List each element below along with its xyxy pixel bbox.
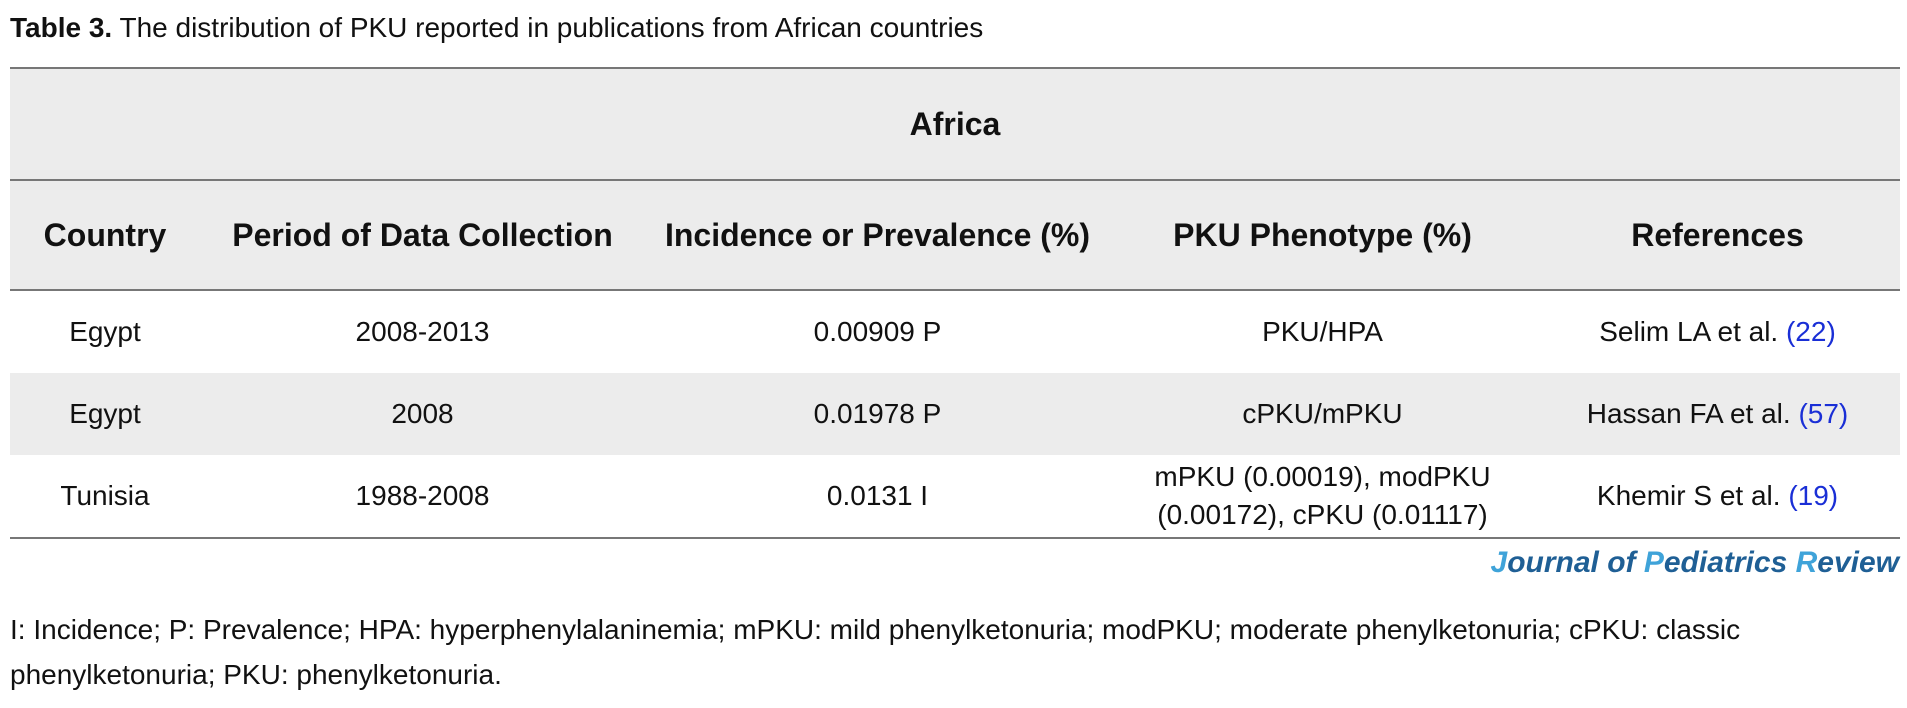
journal-logo: Journal of Pediatrics Review — [1490, 546, 1900, 579]
reference-link[interactable]: (22) — [1785, 316, 1836, 347]
table-row: Egypt 2008-2013 0.00909 P PKU/HPA Selim … — [10, 291, 1900, 373]
table-row: Egypt 2008 0.01978 P cPKU/mPKU Hassan FA… — [10, 373, 1900, 455]
header-phenotype: PKU Phenotype (%) — [1173, 217, 1472, 253]
cell-period: 1988-2008 — [355, 480, 490, 511]
cell-value: 0.0131 I — [826, 480, 929, 511]
header-period: Period of Data Collection — [232, 216, 613, 253]
cell-phenotype: cPKU/mPKU — [1242, 398, 1403, 429]
reference-author: Khemir S et al. — [1596, 480, 1781, 511]
header-incidence: Incidence or Prevalence (%) — [664, 216, 1091, 253]
cell-phenotype: mPKU (0.00019), modPKU (0.00172), cPKU (… — [1154, 461, 1491, 530]
cell-period: 2008 — [391, 398, 454, 429]
caption-text: The distribution of PKU reported in publ… — [119, 12, 984, 43]
reference-link[interactable]: (19) — [1788, 480, 1839, 511]
data-table: Africa Country Period of Data Collection… — [10, 67, 1900, 539]
table-footnote: I: Incidence; P: Prevalence; HPA: hyperp… — [10, 614, 1741, 690]
cell-value: 0.00909 P — [813, 316, 942, 347]
caption-label: Table 3. — [10, 12, 113, 43]
cell-value: 0.01978 P — [813, 398, 942, 429]
cell-period: 2008-2013 — [355, 316, 490, 347]
header-country: Country — [43, 216, 167, 253]
cell-phenotype: PKU/HPA — [1262, 316, 1383, 347]
cell-country: Egypt — [69, 398, 141, 429]
table-row: Tunisia 1988-2008 0.0131 I mPKU (0.00019… — [10, 455, 1900, 537]
table-caption: Table 3. The distribution of PKU reporte… — [10, 8, 983, 48]
cell-reference: Selim LA et al. (22) — [1535, 316, 1900, 348]
reference-author: Hassan FA et al. — [1586, 398, 1791, 429]
cell-country: Tunisia — [60, 480, 150, 511]
reference-link[interactable]: (57) — [1798, 398, 1849, 429]
cell-reference: Hassan FA et al. (57) — [1535, 398, 1900, 430]
reference-author: Selim LA et al. — [1599, 316, 1779, 347]
region-header: Africa — [10, 69, 1900, 181]
cell-country: Egypt — [69, 316, 141, 347]
cell-reference: Khemir S et al. (19) — [1535, 480, 1900, 512]
column-header-row: Country Period of Data Collection Incide… — [10, 181, 1900, 291]
header-references: References — [1631, 216, 1804, 253]
